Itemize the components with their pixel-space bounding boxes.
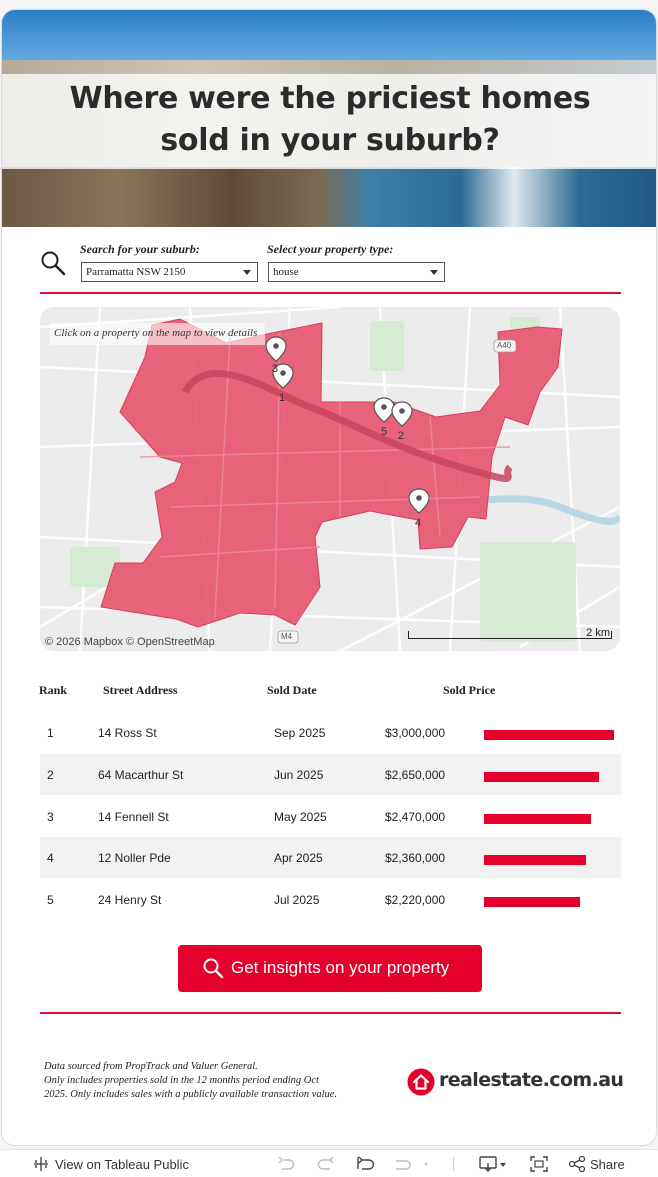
row-rank: 5 — [47, 893, 54, 907]
price-bar — [484, 897, 580, 907]
column-header-date: Sold Date — [267, 683, 317, 697]
chevron-down-icon — [243, 270, 251, 275]
filters: Search for your suburb: Parramatta NSW 2… — [40, 242, 460, 282]
map-canvas[interactable] — [40, 307, 620, 651]
hero-title-band — [2, 74, 656, 169]
suburb-select[interactable]: Parramatta NSW 2150 — [81, 262, 258, 282]
map-pins — [265, 336, 430, 514]
hero-sea — [2, 167, 656, 227]
page-title-line-1: Where were the priciest homes — [69, 81, 591, 116]
property-type-select[interactable]: house — [268, 262, 445, 282]
data-source-note: Data sourced from PropTrack and Valuer G… — [44, 1060, 374, 1102]
house-icon — [407, 1068, 435, 1096]
row-address: 14 Fennell St — [98, 810, 169, 824]
suburb-select-value: Parramatta NSW 2150 — [86, 266, 186, 278]
note-line-1: Data sourced from PropTrack and Valuer G… — [44, 1061, 258, 1072]
viz-card: Where were the priciest homes sold in yo… — [1, 9, 657, 1146]
page-title-line-2: sold in your suburb? — [160, 123, 500, 158]
row-rank: 2 — [47, 768, 54, 782]
row-rank: 4 — [47, 851, 54, 865]
row-address: 24 Henry St — [98, 893, 162, 907]
row-rank: 3 — [47, 810, 54, 824]
row-address: 14 Ross St — [98, 726, 157, 740]
map-attribution[interactable]: © 2026 Mapbox © OpenStreetMap — [45, 636, 215, 648]
row-rank: 1 — [47, 726, 54, 740]
map-pin-label[interactable]: 2 — [398, 430, 405, 442]
road-label-m4: M4 — [281, 632, 293, 641]
map-pin-label[interactable]: 3 — [272, 363, 279, 375]
chevron-down-icon — [430, 270, 438, 275]
road-label-a40: A40 — [497, 341, 512, 350]
map-scale-bar — [408, 631, 612, 639]
property-type-select-value: house — [273, 266, 299, 278]
note-line-3: 2025. Only includes sales with a publicl… — [44, 1089, 338, 1100]
suburb-label: Search for your suburb: — [80, 242, 200, 256]
undo-icon[interactable] — [276, 1155, 296, 1173]
property-type-label: Select your property type: — [267, 242, 394, 256]
fullscreen-icon[interactable] — [529, 1155, 549, 1173]
row-date: Sep 2025 — [274, 726, 326, 740]
suburb-map[interactable]: 3 1 5 2 4 A40 M4 Click on a property on … — [40, 307, 620, 651]
row-price: $2,220,000 — [385, 893, 446, 907]
price-bar — [484, 772, 599, 782]
toolbar-separator — [453, 1157, 454, 1171]
row-address: 12 Noller Pde — [98, 851, 171, 865]
row-date: Apr 2025 — [274, 851, 323, 865]
column-header-price: Sold Price — [443, 683, 496, 697]
map-scale-label: 2 km — [586, 627, 610, 639]
divider — [40, 292, 621, 294]
row-address: 64 Macarthur St — [98, 768, 184, 782]
map-pin-label[interactable]: 1 — [279, 392, 286, 404]
download-icon[interactable] — [478, 1155, 510, 1173]
column-header-rank: Rank — [39, 683, 68, 697]
table-row[interactable]: 4 12 Noller Pde Apr 2025 $2,360,000 — [40, 837, 621, 878]
price-bar — [484, 730, 614, 740]
table-row[interactable]: 1 14 Ross St Sep 2025 $3,000,000 — [40, 712, 621, 753]
refresh-icon[interactable] — [392, 1155, 432, 1173]
map-pin-label[interactable]: 5 — [381, 426, 388, 438]
share-button[interactable]: Share — [590, 1157, 625, 1172]
row-date: Jul 2025 — [274, 893, 320, 907]
view-on-tableau-link[interactable]: View on Tableau Public — [55, 1157, 189, 1172]
map-hint: Click on a property on the map to view d… — [50, 323, 266, 345]
search-icon — [41, 251, 66, 276]
table-row[interactable]: 5 24 Henry St Jul 2025 $2,220,000 — [40, 879, 621, 920]
note-line-2: Only includes properties sold in the 12 … — [44, 1075, 319, 1086]
row-date: Jun 2025 — [274, 768, 324, 782]
row-price: $2,360,000 — [385, 851, 446, 865]
get-insights-label: Get insights on your property — [231, 958, 450, 977]
divider — [40, 1012, 621, 1014]
row-price: $3,000,000 — [385, 726, 446, 740]
get-insights-button[interactable]: Get insights on your property — [178, 945, 482, 992]
page-title: Where were the priciest homes sold in yo… — [2, 74, 656, 162]
row-price: $2,470,000 — [385, 810, 446, 824]
redo-icon[interactable] — [316, 1155, 336, 1173]
row-date: May 2025 — [274, 810, 327, 824]
tableau-toolbar: View on Tableau Public Share — [0, 1149, 658, 1177]
road-shields — [277, 339, 517, 644]
tableau-icon — [34, 1157, 48, 1171]
map-pin-label[interactable]: 4 — [415, 517, 422, 529]
price-bar — [484, 855, 586, 865]
share-icon[interactable] — [567, 1155, 587, 1173]
hero-banner: Where were the priciest homes sold in yo… — [2, 10, 656, 227]
revert-icon[interactable] — [356, 1155, 376, 1173]
column-header-address: Street Address — [103, 683, 178, 697]
row-price: $2,650,000 — [385, 768, 446, 782]
search-icon — [203, 958, 224, 979]
logo-text: realestate.com.au — [439, 1069, 624, 1091]
table-row[interactable]: 3 14 Fennell St May 2025 $2,470,000 — [40, 796, 621, 837]
table-row[interactable]: 2 64 Macarthur St Jun 2025 $2,650,000 — [40, 754, 621, 795]
price-bar — [484, 814, 591, 824]
